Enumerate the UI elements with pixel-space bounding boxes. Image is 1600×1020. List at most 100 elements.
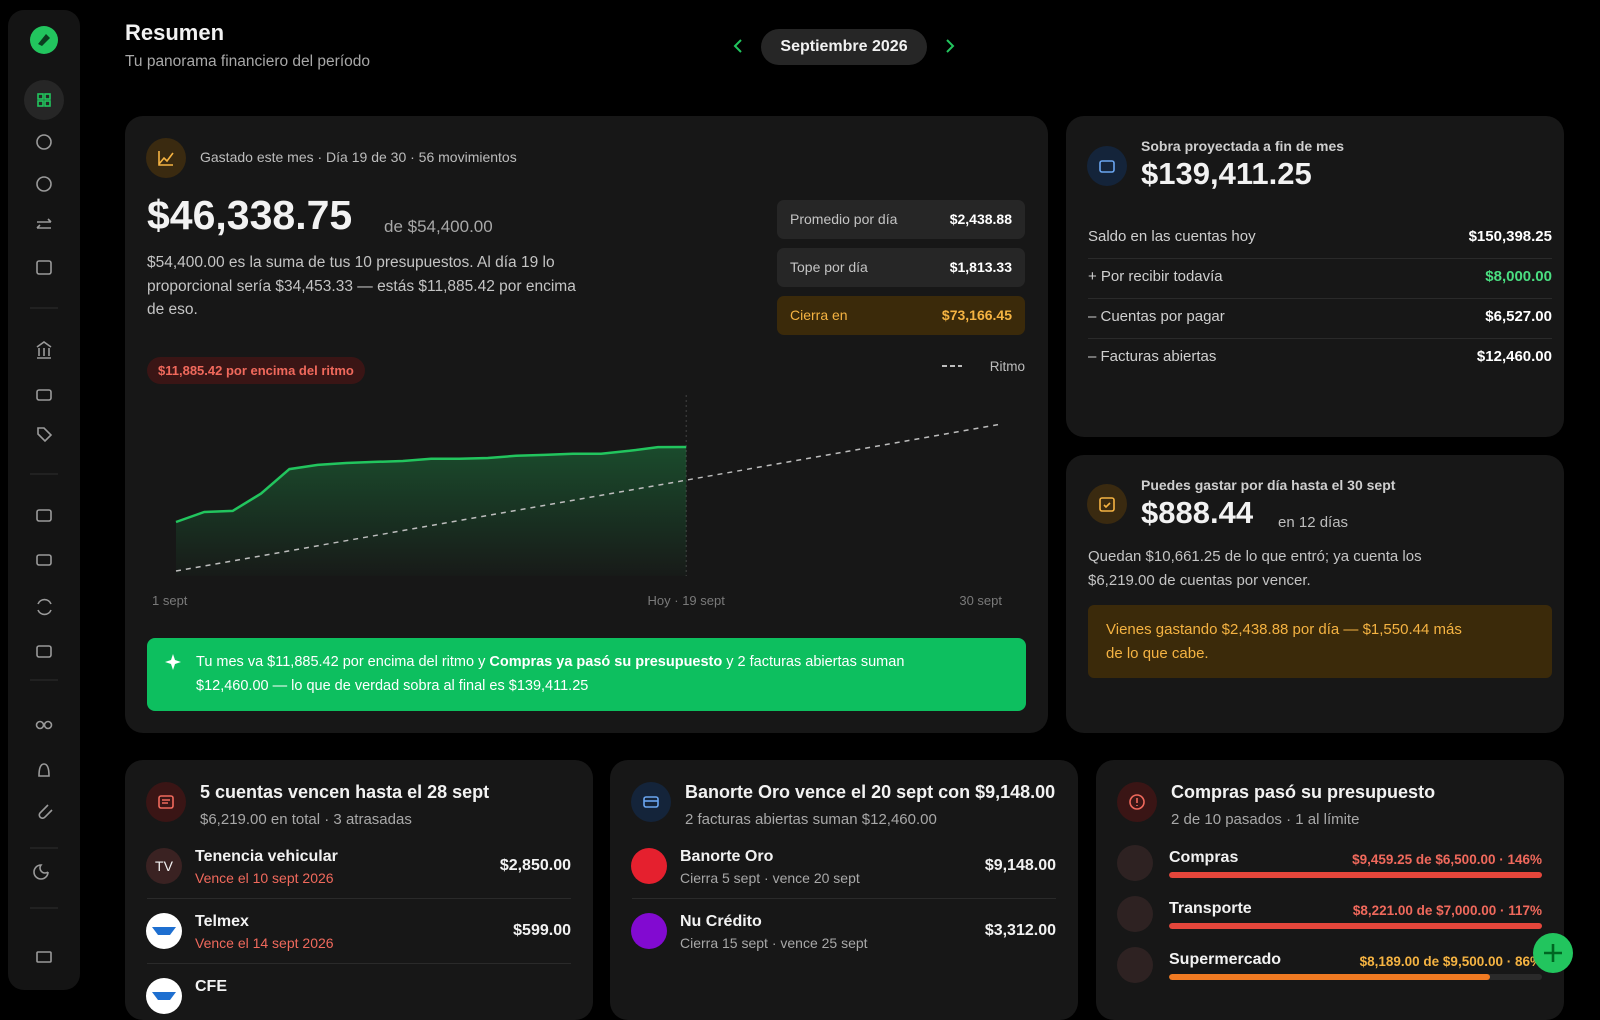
card-amount: $9,148.00 bbox=[984, 857, 1056, 874]
spent-of: de $54,400.00 bbox=[384, 217, 493, 236]
budget-detail: $8,221.00 de $7,000.00 · 117% bbox=[1352, 903, 1542, 918]
spend-area bbox=[176, 447, 687, 576]
cards-card: Banorte Oro vence el 20 sept con $9,148.… bbox=[610, 760, 1078, 1020]
daily-label: Puedes gastar por día hasta el 30 sept bbox=[1141, 477, 1396, 493]
spent-icon bbox=[146, 138, 186, 178]
card-name: Banorte Oro bbox=[680, 848, 774, 865]
budget-name: Compras bbox=[1169, 849, 1239, 866]
spend-line bbox=[175, 445, 687, 524]
row-value: $150,398.25 bbox=[1468, 228, 1552, 245]
next-month[interactable] bbox=[940, 36, 960, 56]
x-tick-label: 30 sept bbox=[959, 593, 1002, 608]
row-label: – Facturas abiertas bbox=[1088, 348, 1217, 365]
row-value: $8,000.00 bbox=[1485, 268, 1552, 285]
budget-icon bbox=[1117, 845, 1153, 881]
insight-part: y 2 facturas abiertas suman $12,460.00 —… bbox=[196, 654, 905, 694]
pace-badge: $11,885.42 por encima del ritmo bbox=[147, 357, 365, 384]
bill-logo bbox=[152, 992, 176, 1000]
budget-name: Transporte bbox=[1169, 900, 1252, 917]
budget-track bbox=[1169, 923, 1542, 929]
budget-track bbox=[1169, 872, 1542, 878]
daily-warning: Vienes gastando $2,438.88 por día — $1,5… bbox=[1088, 605, 1552, 678]
bill-due: Vence el 10 sept 2026 bbox=[195, 870, 334, 886]
budget-bar bbox=[1169, 872, 1542, 878]
budgets-icon bbox=[1117, 782, 1157, 822]
spent-amount: $46,338.75 bbox=[147, 192, 353, 238]
daily-warning-text: Vienes gastando $2,438.88 por día — $1,5… bbox=[1106, 621, 1462, 662]
stat-box: Promedio por día $2,438.88 bbox=[777, 200, 1025, 239]
bill-avatar bbox=[146, 978, 182, 1014]
insight-box: Tu mes va $11,885.42 por encima del ritm… bbox=[147, 638, 1026, 711]
budgets-subtitle: 2 de 10 pasados · 1 al límite bbox=[1171, 811, 1360, 828]
bill-initials: TV bbox=[155, 858, 173, 874]
divider bbox=[147, 963, 571, 964]
projection-label: Sobra proyectada a fin de mes bbox=[1141, 138, 1345, 154]
budget-name: Supermercado bbox=[1169, 951, 1282, 968]
projection-card: Sobra proyectada a fin de mes $139,411.2… bbox=[1066, 116, 1564, 437]
bills-title: 5 cuentas vencen hasta el 28 sept bbox=[200, 782, 490, 802]
sidebar-icons bbox=[24, 26, 64, 963]
x-tick-label: 1 sept bbox=[152, 593, 188, 608]
budget-track bbox=[1169, 974, 1542, 980]
insight-text: Tu mes va $11,885.42 por encima del ritm… bbox=[196, 651, 976, 698]
projection-row: – Facturas abiertas $12,460.00 bbox=[1088, 344, 1552, 368]
daily-card: Puedes gastar por día hasta el 30 sept $… bbox=[1066, 455, 1564, 733]
stat-label: Tope por día bbox=[790, 259, 868, 275]
bills-card: 5 cuentas vencen hasta el 28 sept $6,219… bbox=[125, 760, 593, 1020]
page-title: Resumen bbox=[125, 20, 225, 45]
bills-icon bbox=[146, 782, 186, 822]
spent-description: $54,400.00 es la suma de tus 10 presupue… bbox=[147, 254, 576, 318]
add-button[interactable] bbox=[1533, 933, 1573, 973]
budget-bar bbox=[1169, 974, 1490, 980]
bill-name: Tenencia vehicular bbox=[195, 848, 338, 865]
page-subtitle: Tu panorama financiero del período bbox=[125, 53, 370, 70]
x-tick-label: Hoy · 19 sept bbox=[648, 593, 726, 608]
spend-chart: 1 sept Hoy · 19 sept 30 sept Ritmo bbox=[152, 359, 1025, 608]
stat-value: $73,166.45 bbox=[941, 307, 1012, 323]
insight-part: Tu mes va $11,885.42 por encima del ritm… bbox=[196, 654, 490, 670]
stat-label: Cierra en bbox=[790, 307, 848, 323]
card-name: Nu Crédito bbox=[680, 913, 762, 930]
stat-box: Cierra en $73,166.45 bbox=[777, 296, 1025, 335]
bill-amount: $599.00 bbox=[513, 922, 571, 939]
budget-icon bbox=[1117, 896, 1153, 932]
cards-icon bbox=[631, 782, 671, 822]
spent-card: Gastado este mes · Día 19 de 30 · 56 mov… bbox=[125, 116, 1048, 733]
row-label: Saldo en las cuentas hoy bbox=[1088, 228, 1256, 245]
bill-avatar bbox=[146, 913, 182, 949]
spent-label: Gastado este mes · Día 19 de 30 · 56 mov… bbox=[200, 149, 517, 165]
daily-icon bbox=[1087, 484, 1127, 524]
budget-detail: $9,459.25 de $6,500.00 · 146% bbox=[1352, 852, 1542, 867]
bill-name: CFE bbox=[195, 978, 227, 995]
legend-label: Ritmo bbox=[990, 359, 1025, 374]
sidebar bbox=[8, 10, 80, 990]
row-value: $6,527.00 bbox=[1485, 308, 1552, 325]
projection-row: Saldo en las cuentas hoy $150,398.25 bbox=[1088, 224, 1552, 259]
bills-subtitle: $6,219.00 en total · 3 atrasadas bbox=[200, 811, 412, 828]
bill-avatar: TV bbox=[146, 848, 182, 884]
cards-subtitle: 2 facturas abiertas suman $12,460.00 bbox=[685, 811, 937, 828]
daily-suffix: en 12 días bbox=[1278, 514, 1349, 531]
stat-box: Tope por día $1,813.33 bbox=[777, 248, 1025, 287]
daily-description: Quedan $10,661.25 de lo que entró; ya cu… bbox=[1088, 548, 1422, 589]
row-label: + Por recibir todavía bbox=[1088, 268, 1223, 285]
bill-amount: $2,850.00 bbox=[499, 857, 571, 874]
budgets-title: Compras pasó su presupuesto bbox=[1171, 782, 1436, 802]
row-label: – Cuentas por pagar bbox=[1088, 308, 1225, 325]
budget-bar bbox=[1169, 923, 1542, 929]
bill-name: Telmex bbox=[195, 913, 249, 930]
daily-amount: $888.44 bbox=[1141, 495, 1254, 530]
stat-label: Promedio por día bbox=[790, 211, 898, 227]
period-pill[interactable]: Septiembre 2026 bbox=[761, 29, 927, 65]
bill-due: Vence el 14 sept 2026 bbox=[195, 935, 334, 951]
prev-month[interactable] bbox=[728, 36, 748, 56]
projection-row: – Cuentas por pagar $6,527.00 bbox=[1088, 304, 1552, 339]
stat-value: $1,813.33 bbox=[949, 259, 1012, 275]
stat-value: $2,438.88 bbox=[949, 211, 1012, 227]
card-detail: Cierra 15 sept · vence 25 sept bbox=[680, 935, 868, 951]
projection-row: + Por recibir todavía $8,000.00 bbox=[1088, 264, 1552, 299]
card-amount: $3,312.00 bbox=[984, 922, 1056, 939]
budget-icon bbox=[1117, 947, 1153, 983]
projection-amount: $139,411.25 bbox=[1141, 156, 1312, 191]
